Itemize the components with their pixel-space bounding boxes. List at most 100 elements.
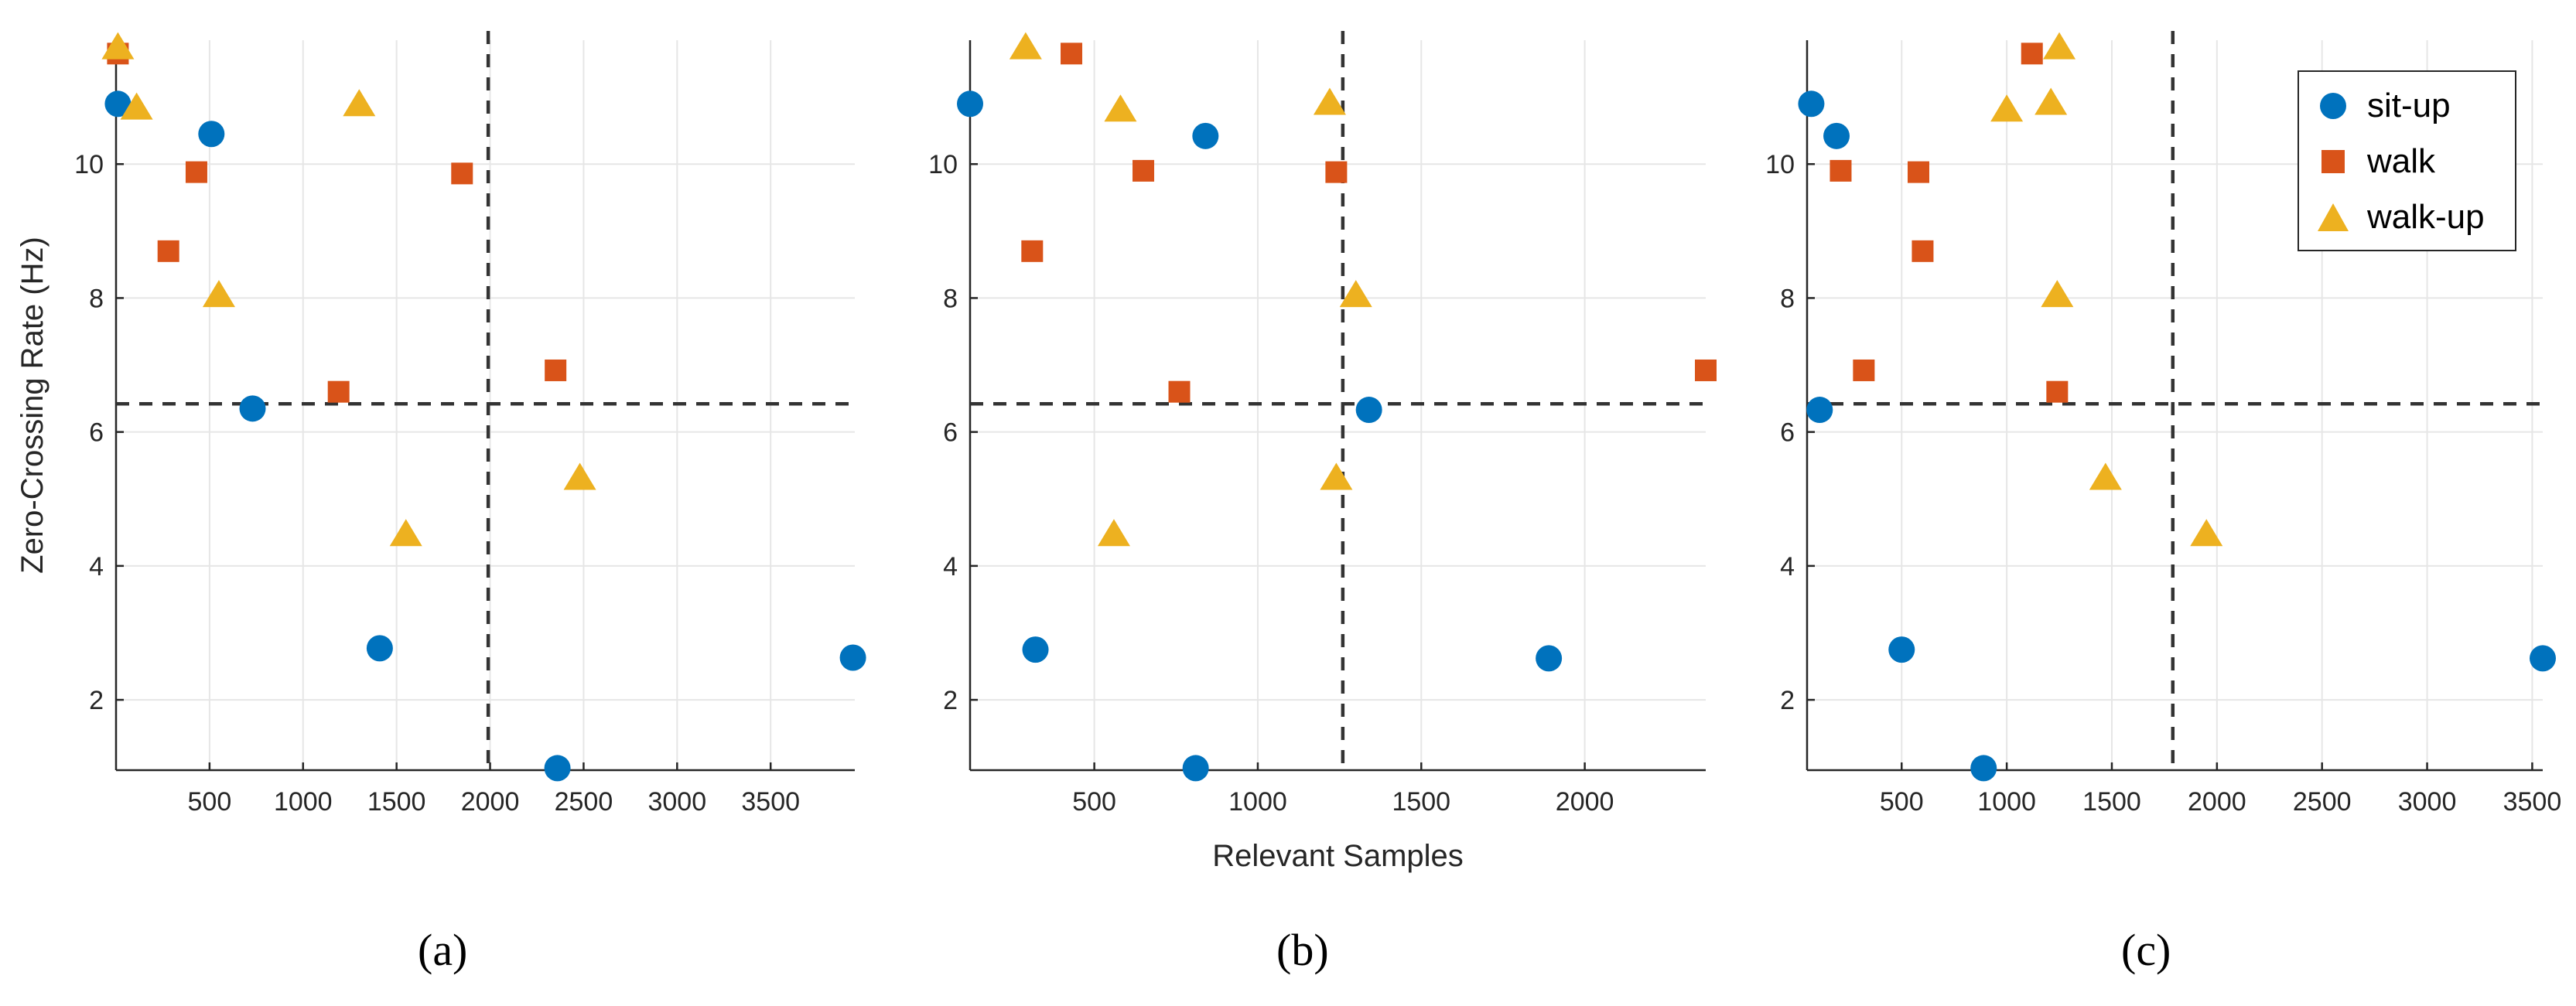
point-walk-up [1104, 94, 1137, 122]
y-tick-label: 10 [74, 150, 104, 179]
point-walk [1061, 43, 1083, 65]
point-sit-up [1192, 122, 1219, 149]
point-walk [1912, 240, 1934, 262]
panel-label-c: (c) [2121, 925, 2171, 975]
x-tick-label: 1500 [367, 787, 426, 817]
x-tick-label: 500 [188, 787, 232, 817]
x-axis-label: Relevant Samples [1212, 839, 1464, 873]
x-tick-label: 500 [1880, 787, 1924, 817]
y-tick-label: 2 [89, 686, 104, 715]
point-walk-up [1339, 280, 1372, 308]
point-walk [1021, 240, 1044, 262]
point-sit-up [1823, 122, 1850, 149]
point-sit-up [1806, 397, 1833, 424]
point-sit-up [1798, 90, 1825, 118]
point-sit-up [1536, 645, 1563, 672]
point-sit-up [1888, 636, 1915, 663]
point-sit-up [1355, 397, 1382, 424]
y-tick-label: 4 [89, 552, 104, 581]
panels-group: 500 1000 1500 2000 2500 3000 3500246810Zero-Cr… [15, 31, 2561, 873]
point-sit-up [2530, 645, 2556, 672]
y-tick-label: 2 [1780, 686, 1795, 715]
point-walk [545, 359, 567, 381]
y-tick-label: 6 [943, 418, 958, 448]
x-tick-label: 2000 [2188, 787, 2246, 817]
legend-item-walk-up: walk-up [2299, 194, 2515, 240]
point-walk-up [2089, 462, 2122, 490]
point-walk-up [1009, 32, 1042, 60]
point-walk [1695, 359, 1717, 381]
point-walk [1325, 161, 1348, 183]
point-walk-up [1097, 519, 1130, 547]
x-tick-label: 3500 [741, 787, 800, 817]
point-walk [2046, 380, 2069, 403]
point-walk [1133, 159, 1155, 182]
point-walk-up [563, 462, 596, 490]
point-walk [157, 240, 179, 262]
point-sit-up [104, 90, 132, 118]
x-tick-label: 1500 [1392, 787, 1450, 817]
point-walk-up [101, 32, 135, 60]
legend-triangle-icon [2318, 203, 2349, 231]
point-walk [1168, 380, 1191, 403]
point-walk [451, 162, 473, 185]
panel-label-b: (b) [1276, 925, 1329, 975]
x-tick-label: 1000 [1228, 787, 1287, 817]
point-walk [1908, 161, 1930, 183]
legend-circle-icon [2320, 93, 2346, 119]
panel-label-a: (a) [418, 925, 468, 975]
x-tick-label: 2000 [461, 787, 520, 817]
legend-label-walk-up: walk-up [2367, 198, 2485, 236]
legend-item-walk: walk [2299, 138, 2515, 185]
x-tick-label: 1500 [2082, 787, 2141, 817]
y-tick-label: 6 [89, 418, 104, 448]
point-walk [2021, 43, 2043, 65]
point-sit-up [366, 635, 393, 662]
point-walk-up [389, 519, 422, 547]
x-tick-label: 3000 [2398, 787, 2457, 817]
point-sit-up [1970, 755, 1997, 782]
x-tick-label: 3500 [2503, 787, 2562, 817]
point-sit-up [198, 121, 225, 148]
x-tick-label: 2500 [555, 787, 613, 817]
point-walk-up [2041, 280, 2074, 308]
point-walk-up [120, 92, 153, 120]
y-tick-label: 10 [1765, 150, 1795, 179]
legend-label-sit-up: sit-up [2367, 87, 2451, 124]
legend-label-walk: walk [2367, 142, 2436, 180]
point-sit-up [239, 395, 266, 422]
legend-item-sit-up: sit-up [2299, 83, 2515, 129]
y-tick-label: 4 [1780, 552, 1795, 581]
point-walk-up [1990, 94, 2024, 122]
y-tick-label: 2 [943, 686, 958, 715]
y-tick-label: 8 [943, 284, 958, 313]
y-tick-label: 8 [89, 284, 104, 313]
point-sit-up [1022, 636, 1049, 663]
x-tick-label: 500 [1072, 787, 1116, 817]
point-walk-up [1320, 462, 1353, 490]
point-walk [1830, 159, 1852, 182]
x-tick-label: 2000 [1556, 787, 1614, 817]
point-walk-up [2190, 519, 2223, 547]
x-tick-label: 2500 [2293, 787, 2352, 817]
point-walk-up [343, 89, 376, 117]
point-sit-up [839, 644, 866, 671]
legend-square-icon [2321, 150, 2345, 173]
point-sit-up [544, 755, 571, 782]
point-walk [327, 380, 350, 403]
legend: sit-up walk walk-up [2298, 70, 2516, 251]
y-tick-label: 4 [943, 552, 958, 581]
chart-panel-1: 500 1000 1500 2000 2500 3000 3500 2 4 6 8 10 Zero-Cr… [15, 31, 866, 817]
point-walk-up [202, 280, 235, 308]
y-tick-label: 10 [928, 150, 958, 179]
point-walk-up [2034, 87, 2068, 115]
y-axis-label: Zero-Crossing Rate (Hz) [15, 237, 50, 574]
point-sit-up [1182, 755, 1209, 782]
x-tick-label: 1000 [274, 787, 333, 817]
x-tick-label: 3000 [647, 787, 706, 817]
point-sit-up [957, 90, 983, 118]
y-tick-label: 8 [1780, 284, 1795, 313]
point-walk [185, 161, 207, 183]
point-walk-up [1313, 87, 1346, 115]
